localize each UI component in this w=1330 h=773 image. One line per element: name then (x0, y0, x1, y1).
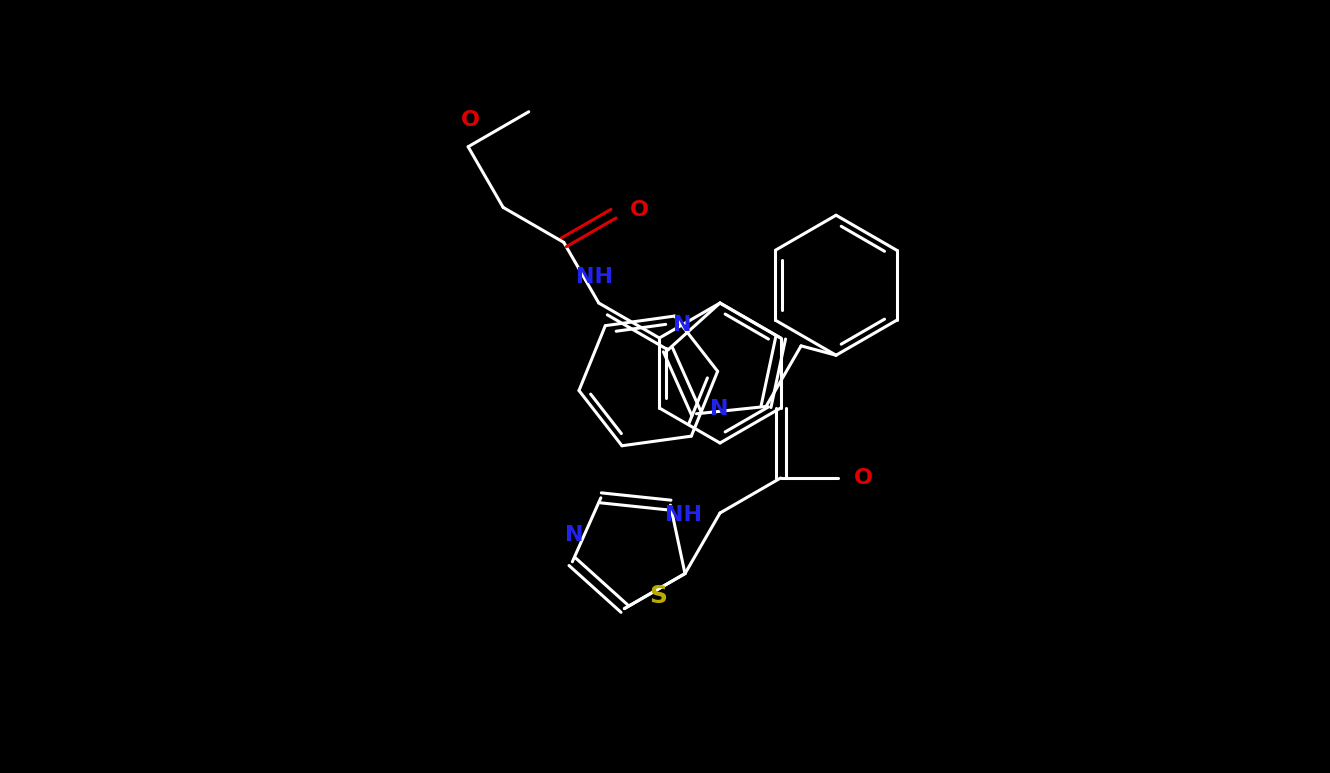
Text: N: N (673, 315, 692, 335)
Text: N: N (710, 399, 729, 419)
Text: NH: NH (665, 505, 702, 525)
Text: NH: NH (576, 267, 613, 287)
Text: O: O (460, 110, 480, 130)
Text: O: O (629, 199, 649, 220)
Text: S: S (649, 584, 668, 608)
Text: O: O (854, 468, 872, 488)
Text: N: N (565, 525, 584, 545)
